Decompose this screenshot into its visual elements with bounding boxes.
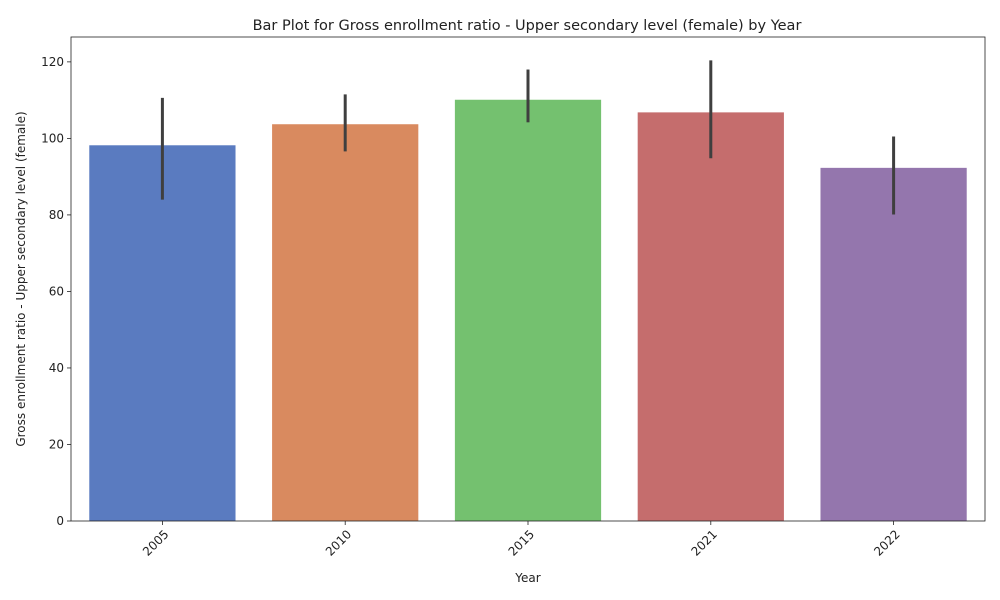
- x-tick-label-2022: 2022: [871, 527, 902, 558]
- x-tick-label-2021: 2021: [688, 527, 719, 558]
- bar-2015: [454, 99, 602, 521]
- x-axis-title: Year: [514, 571, 540, 585]
- plot-frame: [70, 36, 986, 522]
- y-axis: 0 20 40 60 80 100 120: [41, 55, 71, 528]
- y-tick-label-20: 20: [49, 437, 64, 451]
- bar-2021: [637, 112, 784, 522]
- x-tick-label-2010: 2010: [323, 527, 354, 558]
- y-tick-label-100: 100: [41, 131, 64, 145]
- x-tick-label-2015: 2015: [506, 527, 537, 558]
- y-tick-label-60: 60: [49, 284, 64, 298]
- y-tick-label-120: 120: [41, 55, 64, 69]
- x-axis: 2005 2010 2015 2021 2022: [140, 521, 903, 559]
- y-tick-label-40: 40: [49, 361, 64, 375]
- bar-2005: [89, 145, 236, 521]
- bar-2010: [272, 124, 419, 522]
- x-tick-label-2005: 2005: [140, 527, 171, 558]
- y-tick-label-80: 80: [49, 208, 64, 222]
- bar-2022: [820, 167, 967, 521]
- error-bars-layer: [160, 60, 896, 215]
- bars-layer: [89, 99, 967, 522]
- chart-title: Bar Plot for Gross enrollment ratio - Up…: [253, 18, 802, 34]
- y-axis-title: Gross enrollment ratio - Upper secondary…: [14, 111, 28, 446]
- y-tick-label-0: 0: [56, 514, 64, 528]
